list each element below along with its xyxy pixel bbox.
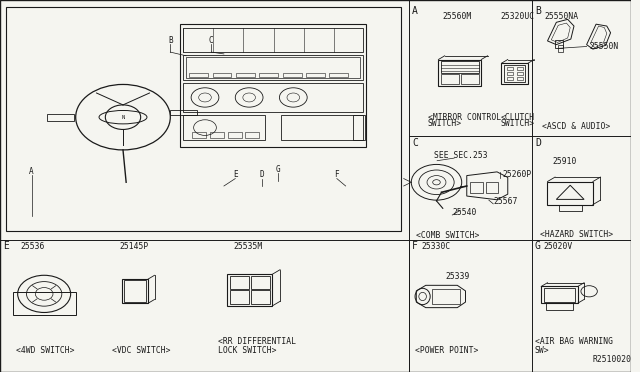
Bar xyxy=(441,61,479,73)
Bar xyxy=(124,280,146,302)
Bar xyxy=(516,72,523,75)
Text: D: D xyxy=(259,170,264,179)
Text: A: A xyxy=(29,167,34,176)
Bar xyxy=(180,24,366,147)
Bar xyxy=(555,40,563,48)
Text: <4WD SWITCH>: <4WD SWITCH> xyxy=(16,346,74,355)
Bar xyxy=(559,205,582,211)
Bar xyxy=(306,73,325,77)
Text: G: G xyxy=(275,165,280,174)
Text: <VDC SWITCH>: <VDC SWITCH> xyxy=(112,346,171,355)
Bar xyxy=(502,63,528,84)
Bar xyxy=(230,276,248,289)
Bar xyxy=(183,115,265,140)
Text: <HAZARD SWITCH>: <HAZARD SWITCH> xyxy=(540,230,613,239)
Bar xyxy=(438,60,481,86)
Bar xyxy=(186,57,360,78)
Text: 25550NA: 25550NA xyxy=(545,12,579,21)
Text: E: E xyxy=(233,170,237,179)
Bar xyxy=(193,132,206,138)
Text: <RR DIFFERENTIAL: <RR DIFFERENTIAL xyxy=(218,337,296,346)
Text: 25260P: 25260P xyxy=(502,170,531,179)
Bar xyxy=(506,67,513,70)
Bar xyxy=(546,303,573,310)
Text: <ASCD & AUDIO>: <ASCD & AUDIO> xyxy=(543,122,611,131)
Text: G: G xyxy=(535,241,541,251)
Bar xyxy=(461,74,479,84)
Bar xyxy=(189,73,208,77)
Bar xyxy=(230,290,248,304)
Text: SW>: SW> xyxy=(535,346,550,355)
Text: R2510020: R2510020 xyxy=(593,355,632,364)
Bar xyxy=(541,286,578,303)
Bar xyxy=(183,28,363,52)
Text: F: F xyxy=(335,170,339,179)
Bar xyxy=(506,77,513,80)
Bar xyxy=(6,7,401,231)
Text: SWITCH>: SWITCH> xyxy=(428,119,462,128)
Text: 25550N: 25550N xyxy=(590,42,619,51)
Text: 25330C: 25330C xyxy=(421,242,451,251)
Text: 25567: 25567 xyxy=(493,197,518,206)
Bar xyxy=(544,288,575,302)
Text: E: E xyxy=(3,241,9,251)
Bar xyxy=(329,73,348,77)
Bar xyxy=(251,290,270,304)
Bar xyxy=(47,114,74,121)
Text: 25560M: 25560M xyxy=(443,12,472,21)
Bar xyxy=(227,274,273,306)
Text: LOCK SWITCH>: LOCK SWITCH> xyxy=(218,346,276,355)
Text: <POWER POINT>: <POWER POINT> xyxy=(415,346,479,355)
Text: D: D xyxy=(535,138,541,148)
Bar xyxy=(441,74,459,84)
Bar xyxy=(516,77,523,80)
Bar xyxy=(259,73,278,77)
Bar xyxy=(212,73,232,77)
Bar xyxy=(281,115,363,140)
Bar xyxy=(245,132,259,138)
Text: <AIR BAG WARNING: <AIR BAG WARNING xyxy=(535,337,613,346)
Text: 25145P: 25145P xyxy=(120,242,149,251)
Text: SEE SEC.253: SEE SEC.253 xyxy=(434,151,488,160)
Bar xyxy=(228,132,241,138)
Bar xyxy=(547,182,593,205)
Bar xyxy=(558,45,563,52)
Bar xyxy=(432,289,460,304)
Text: 25540: 25540 xyxy=(453,208,477,217)
Text: 25910: 25910 xyxy=(552,157,577,166)
Text: 25020V: 25020V xyxy=(544,242,573,251)
Text: F: F xyxy=(412,241,418,251)
Bar xyxy=(506,72,513,75)
Bar xyxy=(516,67,523,70)
Bar xyxy=(353,115,365,140)
Text: N: N xyxy=(122,115,125,120)
Bar xyxy=(13,292,76,315)
Bar xyxy=(486,182,499,193)
Text: SWITCH>: SWITCH> xyxy=(500,119,534,128)
Bar xyxy=(470,182,483,193)
Bar xyxy=(170,110,196,115)
Bar xyxy=(122,279,148,303)
Bar xyxy=(283,73,301,77)
Text: 25320UC: 25320UC xyxy=(500,12,534,21)
Text: <MIRROR CONTROL: <MIRROR CONTROL xyxy=(428,113,500,122)
Text: 25339: 25339 xyxy=(445,272,470,281)
Text: C: C xyxy=(412,138,418,148)
Text: 25535M: 25535M xyxy=(234,242,262,251)
Bar xyxy=(183,83,363,112)
Bar xyxy=(210,132,224,138)
Text: <CLUTCH: <CLUTCH xyxy=(500,113,534,122)
Text: C: C xyxy=(209,36,214,45)
Text: B: B xyxy=(535,6,541,16)
Bar xyxy=(183,55,363,80)
Text: 25536: 25536 xyxy=(21,242,45,251)
Text: A: A xyxy=(412,6,418,16)
Text: <COMB SWITCH>: <COMB SWITCH> xyxy=(416,231,479,240)
Bar xyxy=(251,276,270,289)
Bar xyxy=(236,73,255,77)
Bar xyxy=(504,65,525,82)
Text: B: B xyxy=(168,36,173,45)
